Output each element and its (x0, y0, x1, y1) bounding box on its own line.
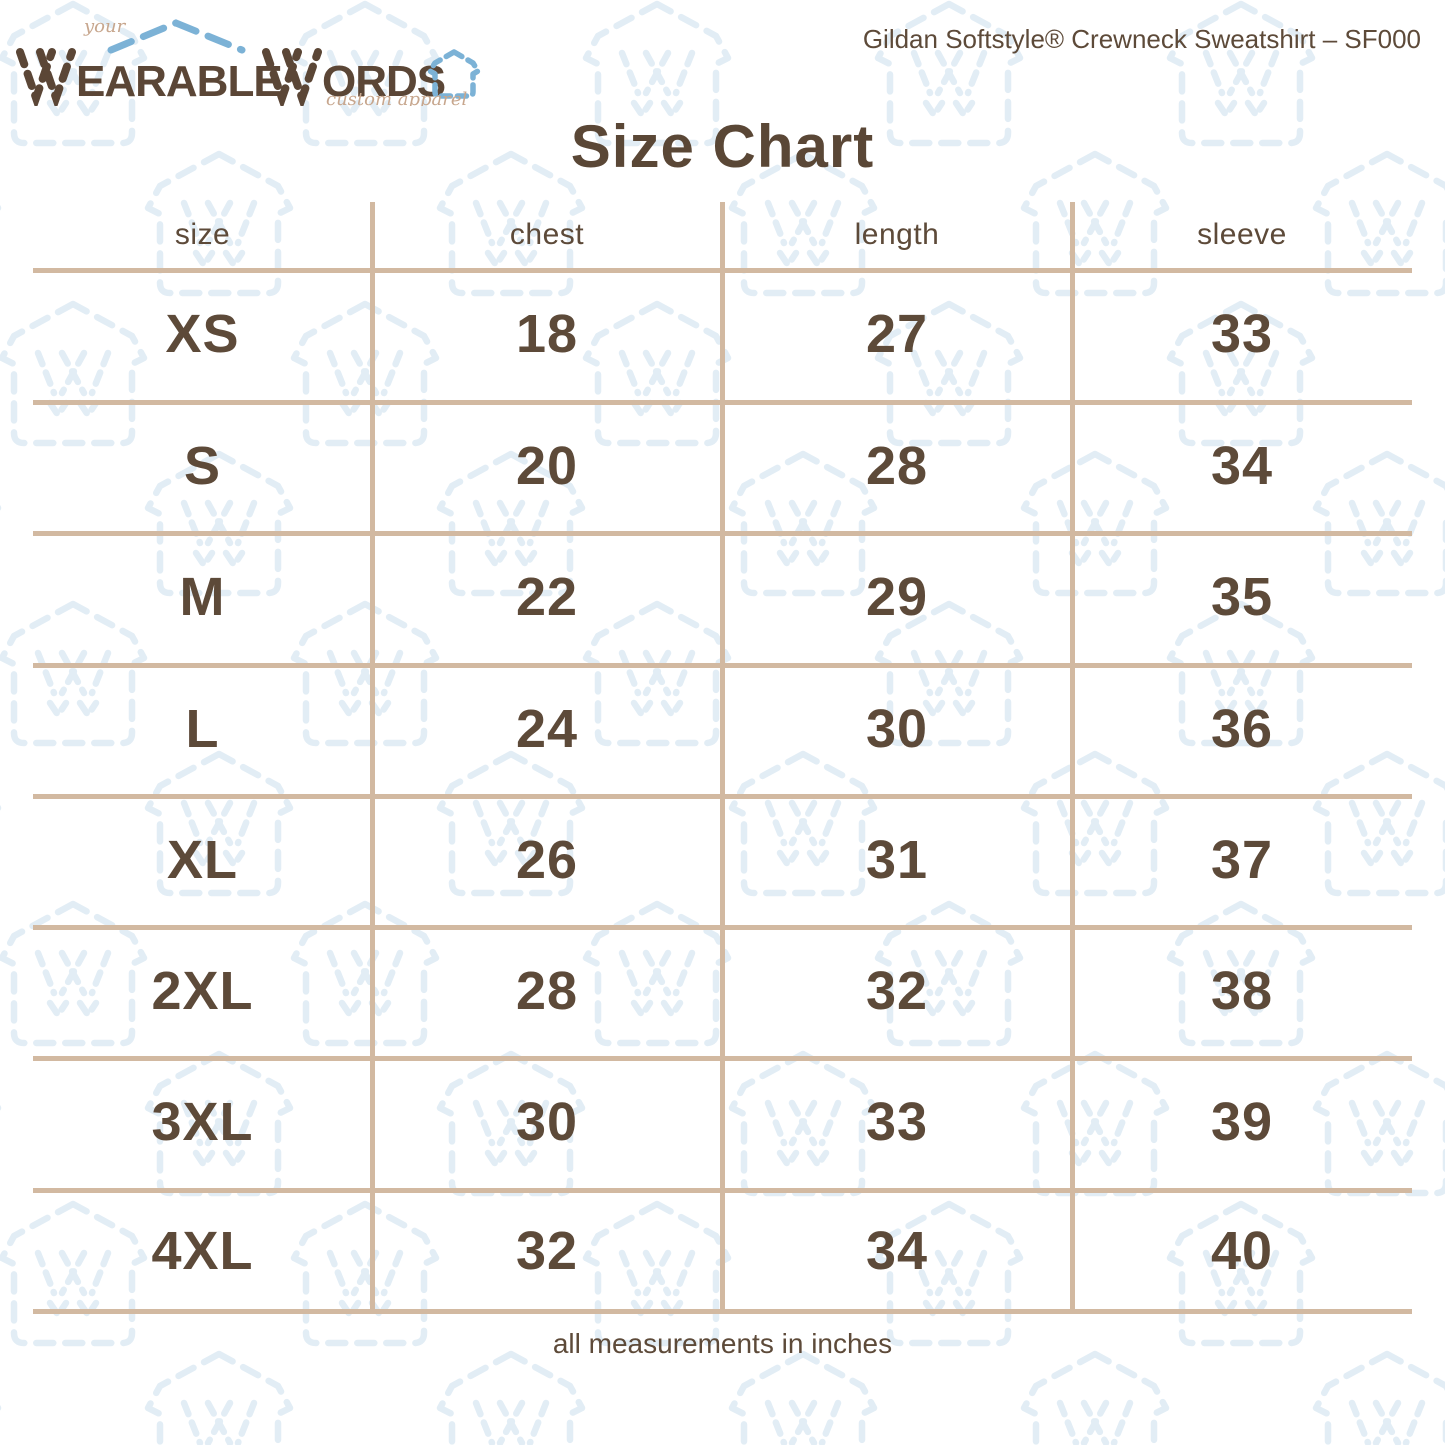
logo-w-mark-2 (262, 48, 322, 106)
column-header-length: length (854, 218, 940, 251)
size-cell: 2XL (151, 960, 254, 1021)
column-header-size: size (174, 218, 231, 251)
column-header-sleeve: sleeve (1197, 218, 1287, 251)
size-table: size chest length sleeve XS 18 27 33 S 2… (33, 202, 1412, 1314)
wearable-words-logo: your EARABLE ORDS custom apparel (16, 16, 481, 106)
row-divider (33, 531, 1412, 536)
chest-cell: 20 (515, 435, 579, 496)
page-title: Size Chart (570, 113, 875, 180)
sleeve-cell: 35 (1210, 567, 1274, 627)
row-divider (33, 400, 1412, 405)
column-divider (370, 202, 375, 1314)
length-cell: 33 (865, 1092, 929, 1152)
units-footnote: all measurements in inches (552, 1328, 893, 1359)
chest-cell: 28 (515, 960, 579, 1021)
row-divider (33, 1056, 1412, 1061)
product-label: Gildan Softstyle® Crewneck Sweatshirt – … (862, 24, 1421, 54)
chest-cell: 30 (515, 1092, 579, 1152)
logo-shirt-icon (427, 49, 481, 99)
logo-roof-arc (107, 19, 246, 54)
length-cell: 32 (865, 960, 929, 1021)
row-divider (33, 663, 1412, 668)
size-cell: 4XL (151, 1221, 254, 1281)
row-divider (33, 925, 1412, 930)
sleeve-cell: 36 (1210, 698, 1274, 759)
length-cell: 27 (865, 304, 929, 364)
chest-cell: 22 (515, 567, 579, 627)
chest-cell: 26 (515, 829, 579, 890)
sleeve-cell: 37 (1210, 829, 1274, 890)
column-header-chest: chest (509, 218, 585, 251)
length-cell: 28 (865, 435, 929, 496)
row-divider (33, 268, 1412, 273)
size-cell: L (185, 698, 220, 759)
logo-tagline-text: custom apparel (326, 89, 468, 106)
logo-pre-text: your (83, 16, 127, 37)
length-cell: 30 (865, 698, 929, 759)
size-cell: S (183, 435, 222, 496)
size-cell: XS (165, 304, 240, 364)
logo-w-mark-1 (16, 48, 76, 106)
sleeve-cell: 40 (1210, 1221, 1274, 1281)
length-cell: 34 (865, 1221, 929, 1281)
chest-cell: 32 (515, 1221, 579, 1281)
row-divider (33, 1309, 1412, 1314)
chest-cell: 18 (515, 304, 579, 364)
size-table-grid: size chest length sleeve XS 18 27 33 S 2… (33, 202, 1412, 1314)
column-divider (720, 202, 725, 1314)
sleeve-cell: 34 (1210, 435, 1274, 496)
logo-word2-text: ORDS (322, 57, 445, 106)
logo-word1-text: EARABLE (76, 57, 282, 106)
size-cell: M (179, 567, 226, 627)
sleeve-cell: 39 (1210, 1092, 1274, 1152)
chest-cell: 24 (515, 698, 579, 759)
size-cell: 3XL (151, 1092, 254, 1152)
sleeve-cell: 33 (1210, 304, 1274, 364)
row-divider (33, 1188, 1412, 1193)
length-cell: 29 (865, 567, 929, 627)
row-divider (33, 794, 1412, 799)
size-cell: XL (166, 829, 238, 890)
length-cell: 31 (865, 829, 929, 890)
sleeve-cell: 38 (1210, 960, 1274, 1021)
column-divider (1070, 202, 1075, 1314)
